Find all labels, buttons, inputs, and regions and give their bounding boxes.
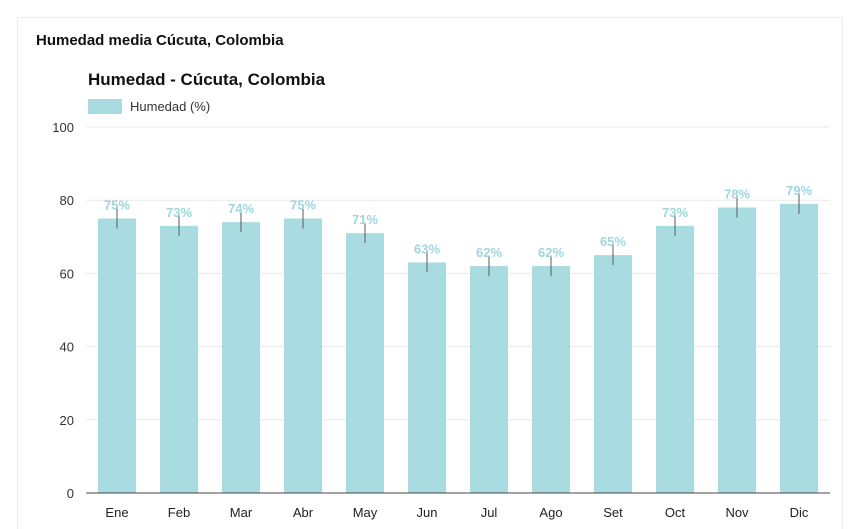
bar — [532, 266, 570, 493]
x-tick-label: Ago — [539, 505, 562, 520]
data-label: 73% — [166, 205, 192, 220]
bar — [408, 262, 446, 493]
x-tick-label: Set — [603, 505, 623, 520]
gridlines — [86, 126, 830, 421]
legend-label: Humedad (%) — [130, 99, 210, 114]
x-tick-label: Mar — [230, 505, 253, 520]
y-tick-label: 60 — [60, 266, 74, 281]
data-label: 75% — [104, 198, 130, 213]
bar — [98, 218, 136, 493]
bar — [718, 207, 756, 493]
x-tick-label: Jun — [417, 505, 438, 520]
chart-title: Humedad - Cúcuta, Colombia — [88, 70, 326, 89]
x-tick-label: Abr — [293, 505, 314, 520]
x-tick-label: Dic — [790, 505, 809, 520]
data-label: 62% — [538, 245, 564, 260]
bar — [160, 225, 198, 493]
chart-card — [17, 17, 843, 529]
data-label: 79% — [786, 183, 812, 198]
bar — [470, 266, 508, 493]
y-tick-label: 100 — [52, 120, 74, 135]
data-label: 63% — [414, 241, 440, 256]
data-labels: 75% 73% 74% 75% 71% 63% 62% 62% 65% 73% 78% 79% — [104, 183, 812, 260]
bar — [656, 225, 694, 493]
bars — [98, 203, 818, 494]
error-bars — [116, 193, 800, 277]
y-tick-label: 40 — [60, 340, 74, 355]
x-tick-label: Nov — [725, 505, 749, 520]
data-label: 74% — [228, 201, 254, 216]
y-tick-label: 0 — [67, 486, 74, 501]
x-tick-label: Oct — [665, 505, 686, 520]
bar — [594, 255, 632, 493]
page-title: Humedad media Cúcuta, Colombia — [36, 32, 284, 49]
legend-swatch — [88, 99, 122, 114]
data-label: 62% — [476, 245, 502, 260]
bar — [780, 203, 818, 494]
bar — [284, 218, 322, 493]
bar — [222, 222, 260, 493]
bar — [346, 233, 384, 493]
x-axis-ticks: Ene Feb Mar Abr May Jun Jul Ago Set Oct Nov Dic — [105, 505, 808, 520]
data-label: 75% — [290, 198, 316, 213]
y-tick-label: 80 — [60, 193, 74, 208]
x-tick-label: Feb — [168, 505, 190, 520]
data-label: 65% — [600, 234, 626, 249]
x-tick-label: Jul — [481, 505, 498, 520]
x-tick-label: May — [353, 505, 378, 520]
y-tick-label: 20 — [60, 413, 74, 428]
data-label: 71% — [352, 212, 378, 227]
x-tick-label: Ene — [105, 505, 128, 520]
data-label: 73% — [662, 205, 688, 220]
y-axis-ticks: 0 20 40 60 80 100 — [52, 120, 74, 501]
data-label: 78% — [724, 187, 750, 202]
